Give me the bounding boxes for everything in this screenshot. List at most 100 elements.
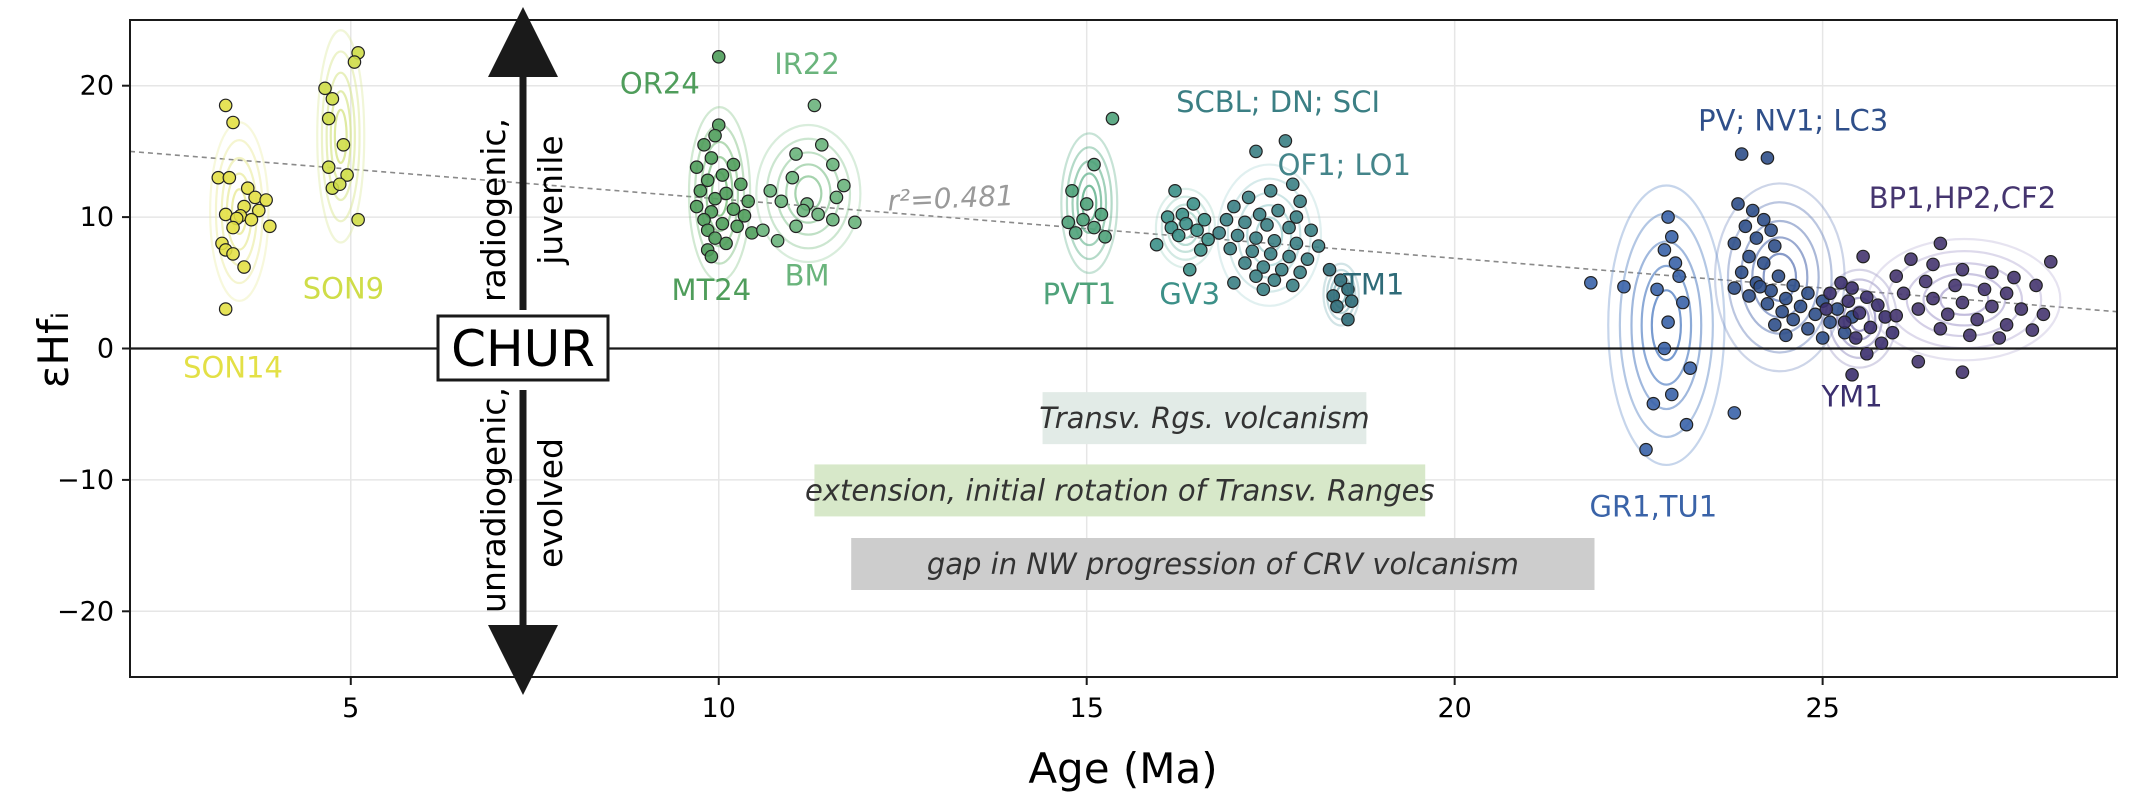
series-label: OF1; LO1	[1278, 148, 1411, 182]
data-point	[1878, 310, 1892, 324]
density-contour	[333, 108, 348, 164]
data-point	[715, 216, 730, 231]
series-label: BP1,HP2,CF2	[1869, 181, 2056, 215]
data-point	[1197, 212, 1212, 227]
data-point	[1087, 157, 1101, 172]
data-point	[1823, 315, 1837, 330]
data-point	[1911, 302, 1926, 316]
data-point	[1837, 315, 1852, 330]
data-point	[1282, 220, 1296, 235]
data-point	[340, 168, 354, 182]
annotation-band	[851, 537, 1595, 590]
data-point	[719, 236, 733, 251]
data-point	[1742, 249, 1756, 264]
data-point	[1933, 236, 1948, 251]
data-point	[1749, 231, 1764, 245]
data-point	[1249, 144, 1263, 159]
data-point	[1171, 228, 1186, 243]
data-point	[814, 138, 829, 152]
data-point	[1238, 256, 1252, 270]
series-label: SON14	[183, 350, 283, 384]
density-contour	[687, 106, 752, 283]
data-point	[1779, 328, 1793, 343]
data-point	[1657, 243, 1672, 257]
x-tick-label: 20	[1437, 693, 1471, 724]
data-point	[789, 147, 803, 161]
data-point	[826, 157, 840, 172]
data-point	[1745, 203, 1760, 218]
density-contour	[325, 71, 356, 202]
series-label: PVT1	[1043, 277, 1117, 311]
x-axis-title: Age (Ma)	[1028, 744, 1217, 793]
data-point	[222, 170, 237, 185]
data-point	[1219, 212, 1234, 227]
y-tick-label: −20	[57, 596, 114, 627]
data-point	[1793, 299, 1808, 314]
data-point	[1311, 239, 1326, 253]
data-point	[1333, 273, 1348, 287]
data-point	[756, 223, 770, 238]
density-contour	[1060, 132, 1119, 275]
data-point	[325, 92, 340, 106]
data-point	[1322, 262, 1337, 277]
data-point	[1672, 269, 1686, 284]
data-point	[2007, 270, 2021, 285]
y-tick-label: −10	[57, 465, 114, 496]
data-point	[1734, 147, 1749, 161]
data-point	[1815, 331, 1830, 345]
data-point	[1249, 269, 1263, 284]
annotation-text: extension, initial rotation of Transv. R…	[805, 473, 1435, 507]
series-label: OR24	[620, 67, 700, 101]
density-contour	[320, 50, 361, 223]
data-point	[1584, 275, 1598, 290]
data-point	[1245, 244, 1260, 259]
data-point	[774, 194, 789, 209]
data-point	[1874, 336, 1889, 351]
data-point	[226, 220, 240, 235]
data-point	[1267, 233, 1282, 248]
data-point	[1738, 219, 1753, 234]
data-point	[1227, 275, 1241, 290]
data-point	[2025, 323, 2040, 337]
data-point	[1661, 315, 1675, 330]
data-point	[1168, 184, 1182, 198]
data-point	[2043, 254, 2058, 269]
data-point	[1999, 286, 2014, 301]
data-point	[1856, 249, 1870, 264]
x-tick-label: 15	[1070, 693, 1104, 724]
data-point	[811, 207, 825, 222]
data-point	[226, 247, 240, 261]
data-point	[1260, 218, 1274, 232]
data-point	[1683, 361, 1697, 376]
data-point	[826, 212, 840, 227]
data-point	[1786, 278, 1800, 293]
data-point	[1871, 298, 1885, 312]
series-label: PV; NV1; LC3	[1698, 103, 1888, 137]
density-contour	[1630, 240, 1703, 411]
data-point	[1267, 273, 1282, 287]
data-point	[1955, 295, 1970, 310]
data-point	[1859, 346, 1874, 361]
data-point	[321, 111, 336, 126]
arrow-label-evolved: evolved	[531, 438, 570, 568]
data-point	[689, 199, 704, 214]
data-point	[1764, 223, 1778, 238]
data-point	[1149, 237, 1164, 252]
data-point	[807, 98, 822, 113]
data-point	[1285, 278, 1300, 293]
data-point	[248, 190, 262, 205]
data-point	[244, 212, 259, 227]
data-point	[837, 178, 851, 193]
data-point	[1771, 269, 1786, 284]
data-point	[1734, 265, 1749, 280]
y-tick-label: 20	[80, 71, 114, 102]
data-point	[1859, 290, 1874, 305]
x-tick-label: 25	[1805, 693, 1839, 724]
y-axis-title: εHfᵢ	[29, 312, 78, 389]
data-point	[1845, 281, 1859, 295]
data-point	[237, 260, 251, 274]
data-point	[1992, 331, 2007, 345]
data-point	[263, 219, 277, 234]
series-label: IR22	[774, 47, 840, 81]
data-point	[1753, 279, 1767, 294]
